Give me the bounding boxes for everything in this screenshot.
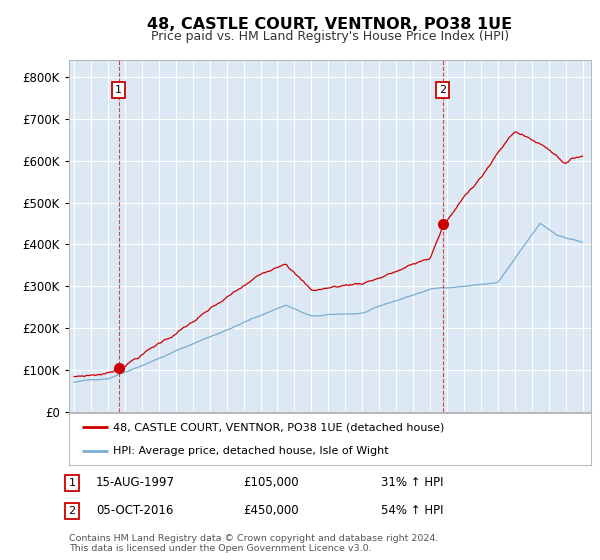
Text: 15-AUG-1997: 15-AUG-1997 (96, 476, 175, 489)
Text: 2: 2 (68, 506, 76, 516)
Text: 2: 2 (439, 85, 446, 95)
Text: 54% ↑ HPI: 54% ↑ HPI (381, 504, 443, 517)
Text: 1: 1 (68, 478, 76, 488)
Text: 48, CASTLE COURT, VENTNOR, PO38 1UE: 48, CASTLE COURT, VENTNOR, PO38 1UE (148, 17, 512, 32)
Text: 05-OCT-2016: 05-OCT-2016 (96, 504, 173, 517)
Text: 48, CASTLE COURT, VENTNOR, PO38 1UE (detached house): 48, CASTLE COURT, VENTNOR, PO38 1UE (det… (113, 422, 445, 432)
Text: £450,000: £450,000 (243, 504, 299, 517)
Text: Price paid vs. HM Land Registry's House Price Index (HPI): Price paid vs. HM Land Registry's House … (151, 30, 509, 43)
Text: 31% ↑ HPI: 31% ↑ HPI (381, 476, 443, 489)
Text: Contains HM Land Registry data © Crown copyright and database right 2024.
This d: Contains HM Land Registry data © Crown c… (69, 534, 439, 553)
Text: 1: 1 (115, 85, 122, 95)
Text: £105,000: £105,000 (243, 476, 299, 489)
Text: HPI: Average price, detached house, Isle of Wight: HPI: Average price, detached house, Isle… (113, 446, 389, 456)
